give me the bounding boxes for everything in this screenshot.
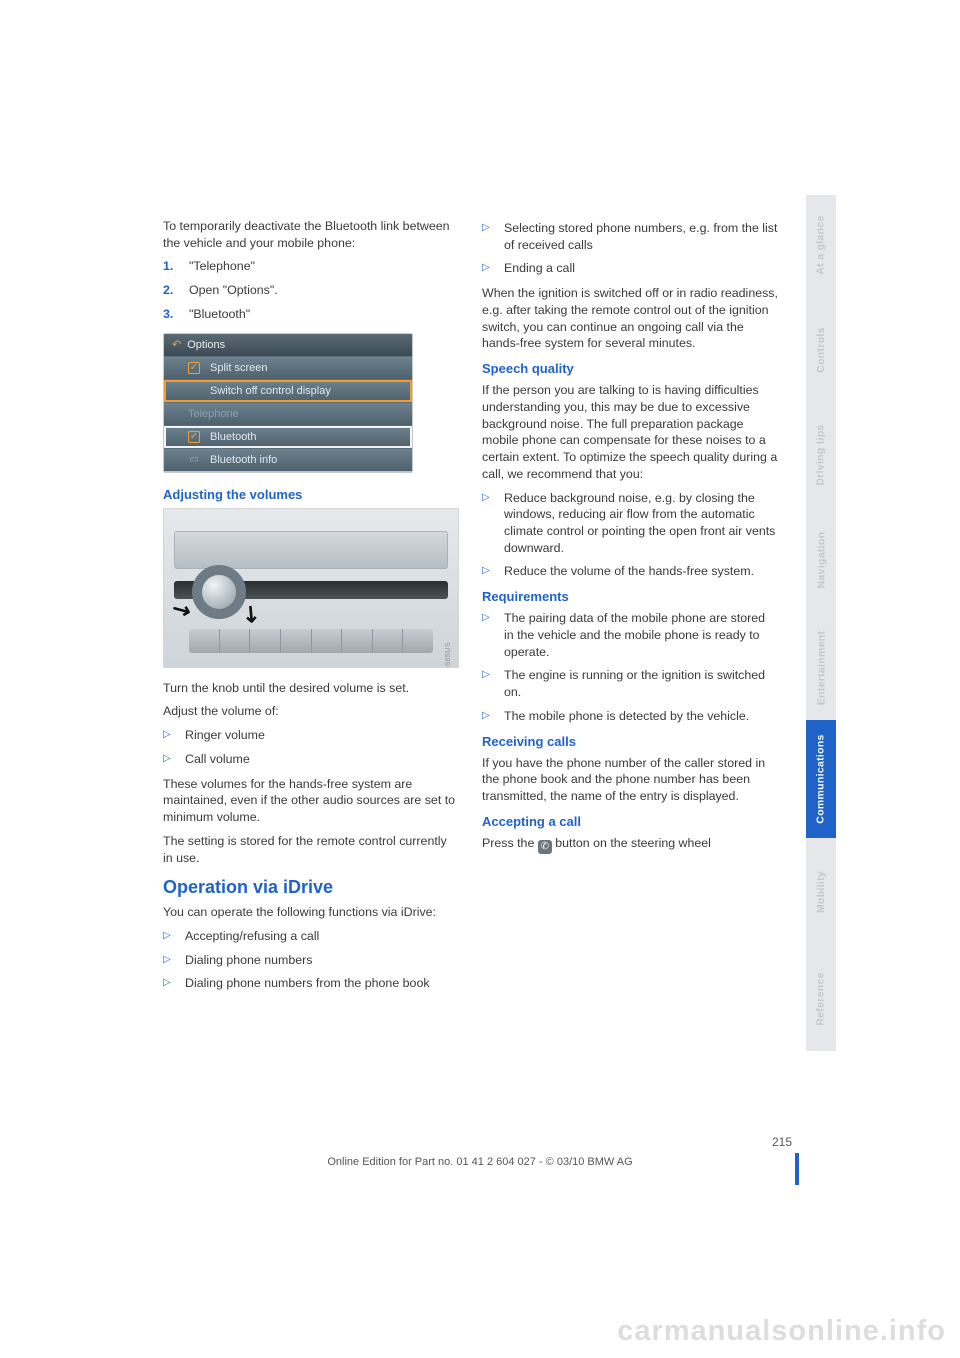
volume-knob-icon — [192, 565, 246, 619]
tab-label: Reference — [815, 972, 827, 1025]
intro-text: To temporarily deactivate the Bluetooth … — [163, 218, 459, 251]
triangle-icon: ▷ — [482, 610, 494, 660]
body-text: When the ignition is switched off or in … — [482, 285, 778, 352]
step: 3."Bluetooth" — [163, 306, 459, 323]
step: 2.Open "Options". — [163, 282, 459, 299]
body-text: These volumes for the hands-free system … — [163, 776, 459, 826]
body-text: The setting is stored for the remote con… — [163, 833, 459, 866]
option-row: ✓Bluetooth — [164, 425, 412, 448]
section-tab[interactable]: Entertainment — [806, 615, 836, 720]
phone-icon: ✆ — [538, 840, 552, 854]
tab-label: Entertainment — [815, 630, 827, 705]
options-rows: ✓Split screen Switch off control display… — [164, 356, 412, 471]
tab-label: Controls — [815, 327, 827, 373]
list-item: ▷Reduce the volume of the hands-free sys… — [482, 563, 778, 580]
section-tab[interactable]: At a glance — [806, 195, 836, 295]
options-screenshot: ↶ Options ✓Split screen Switch off contr… — [163, 333, 413, 473]
triangle-icon: ▷ — [482, 260, 494, 277]
triangle-icon: ▷ — [482, 220, 494, 253]
body-text: If you have the phone number of the call… — [482, 755, 778, 805]
heading-requirements: Requirements — [482, 589, 778, 604]
option-row: ✓Split screen — [164, 356, 412, 379]
tab-label: At a glance — [815, 215, 827, 274]
list-item: ▷Call volume — [163, 751, 459, 768]
list-item: ▷Ringer volume — [163, 727, 459, 744]
body-text: You can operate the following functions … — [163, 904, 459, 921]
list-item: ▷The pairing data of the mobile phone ar… — [482, 610, 778, 660]
speech-list: ▷Reduce background noise, e.g. by closin… — [482, 490, 778, 581]
body-text: Press the ✆ button on the steering wheel — [482, 835, 778, 854]
list-item: ▷Accepting/refusing a call — [163, 928, 459, 945]
heading-operation-idrive: Operation via iDrive — [163, 877, 459, 898]
triangle-icon: ▷ — [163, 751, 175, 768]
list-item: ▷Dialing phone numbers from the phone bo… — [163, 975, 459, 992]
section-tab[interactable]: Mobility — [806, 838, 836, 946]
section-tab[interactable]: Driving tips — [806, 405, 836, 505]
right-column: ▷Selecting stored phone numbers, e.g. fr… — [482, 218, 778, 1188]
heading-accepting-call: Accepting a call — [482, 814, 778, 829]
body-text: Turn the knob until the desired volume i… — [163, 680, 459, 697]
triangle-icon: ▷ — [163, 952, 175, 969]
back-arrow-icon: ↶ — [172, 338, 181, 351]
triangle-icon: ▷ — [482, 708, 494, 725]
triangle-icon: ▷ — [163, 727, 175, 744]
tab-label: Mobility — [815, 871, 827, 913]
body-text: Adjust the volume of: — [163, 703, 459, 720]
list-item: ▷Selecting stored phone numbers, e.g. fr… — [482, 220, 778, 253]
section-tab[interactable]: Navigation — [806, 505, 836, 615]
section-tabs: At a glance Controls Driving tips Navigatio… — [806, 195, 836, 1051]
list-item: ▷The engine is running or the ignition i… — [482, 667, 778, 700]
heading-receiving-calls: Receiving calls — [482, 734, 778, 749]
idrive-list-cont: ▷Selecting stored phone numbers, e.g. fr… — [482, 220, 778, 277]
tab-label: Communications — [815, 734, 827, 823]
watermark: carmanualsonline.info — [617, 1315, 946, 1348]
triangle-icon: ▷ — [482, 490, 494, 557]
option-row: ▭Bluetooth info — [164, 448, 412, 471]
triangle-icon: ▷ — [482, 563, 494, 580]
triangle-icon: ▷ — [163, 928, 175, 945]
left-column: To temporarily deactivate the Bluetooth … — [163, 218, 459, 1188]
list-item: ▷Dialing phone numbers — [163, 952, 459, 969]
section-tab[interactable]: Controls — [806, 295, 836, 405]
heading-speech-quality: Speech quality — [482, 361, 778, 376]
footer-line: Online Edition for Part no. 01 41 2 604 … — [0, 1156, 960, 1168]
list-item: ▷Reduce background noise, e.g. by closin… — [482, 490, 778, 557]
checkbox-icon: ✓ — [188, 362, 200, 374]
section-tab[interactable]: Reference — [806, 946, 836, 1051]
triangle-icon: ▷ — [482, 667, 494, 700]
requirements-list: ▷The pairing data of the mobile phone ar… — [482, 610, 778, 724]
step: 1."Telephone" — [163, 258, 459, 275]
image-reference: BW20565US — [445, 642, 452, 668]
option-row: Switch off control display — [164, 379, 412, 402]
triangle-icon: ▷ — [163, 975, 175, 992]
section-tab[interactable]: Communications — [806, 720, 836, 838]
tab-label: Navigation — [815, 532, 827, 589]
list-item: ▷The mobile phone is detected by the veh… — [482, 708, 778, 725]
idrive-list: ▷Accepting/refusing a call ▷Dialing phon… — [163, 928, 459, 992]
checkbox-icon: ✓ — [188, 431, 200, 443]
option-row: Telephone — [164, 402, 412, 425]
list-item: ▷Ending a call — [482, 260, 778, 277]
bluetooth-steps: 1."Telephone" 2.Open "Options". 3."Bluet… — [163, 258, 459, 322]
page-number: 215 — [772, 1135, 792, 1149]
volume-knob-screenshot: ↘ ↘ BW20565US — [163, 508, 459, 668]
body-text: If the person you are talking to is havi… — [482, 382, 778, 482]
page-content: To temporarily deactivate the Bluetooth … — [163, 218, 779, 1188]
options-header: ↶ Options — [164, 334, 412, 356]
heading-adjusting-volumes: Adjusting the volumes — [163, 487, 459, 502]
tab-label: Driving tips — [815, 424, 827, 485]
volume-list: ▷Ringer volume ▷Call volume — [163, 727, 459, 767]
box-icon: ▭ — [188, 454, 200, 466]
